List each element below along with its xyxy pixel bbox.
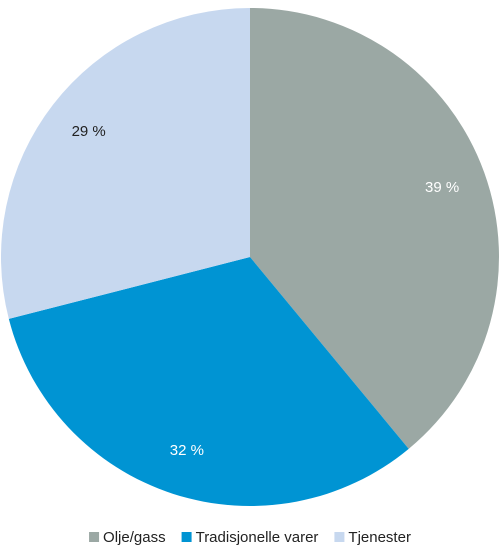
pie-slice bbox=[0, 8, 251, 319]
legend-swatch bbox=[181, 532, 192, 542]
legend-item: Tjenester bbox=[334, 529, 411, 546]
legend-label: Tradisjonelle varer bbox=[196, 529, 319, 546]
legend-swatch bbox=[89, 532, 100, 542]
legend: Olje/gass Tradisjonelle varer Tjenester bbox=[89, 529, 411, 546]
pie-slice bbox=[8, 257, 409, 506]
legend-item: Tradisjonelle varer bbox=[181, 529, 319, 546]
pie-slice bbox=[250, 8, 499, 449]
data-label: 29 % bbox=[72, 123, 106, 140]
legend-swatch bbox=[334, 532, 345, 542]
legend-item: Olje/gass bbox=[89, 529, 166, 546]
legend-label: Olje/gass bbox=[103, 529, 166, 546]
data-label: 32 % bbox=[170, 442, 204, 459]
data-label: 39 % bbox=[425, 179, 459, 196]
legend-label: Tjenester bbox=[348, 529, 411, 546]
pie: 39 % 32 % 29 % bbox=[0, 8, 499, 506]
